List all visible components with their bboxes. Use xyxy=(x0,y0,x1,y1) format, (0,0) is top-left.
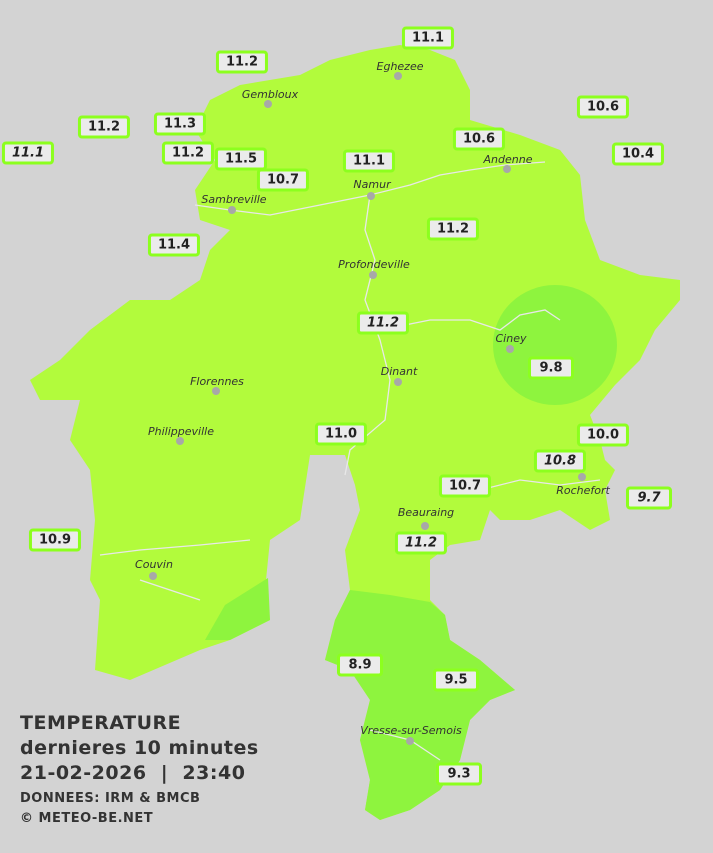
temperature-label: 10.7 xyxy=(438,474,492,498)
temperature-label: 10.7 xyxy=(256,168,310,192)
city-marker xyxy=(394,378,402,386)
city-marker xyxy=(578,473,586,481)
city-label: Namur xyxy=(353,178,391,191)
city-label: Gembloux xyxy=(241,88,299,101)
temperature-label: 11.1 xyxy=(342,149,396,173)
temperature-label: 11.3 xyxy=(153,112,207,136)
city-label: Profondeville xyxy=(338,258,410,271)
city-label: Eghezee xyxy=(376,60,424,73)
temperature-label: 11.1 xyxy=(1,141,55,165)
temperature-label: 11.0 xyxy=(314,422,368,446)
temperature-label: 9.3 xyxy=(436,762,482,786)
city-label: Florennes xyxy=(190,375,244,388)
city-marker xyxy=(506,345,514,353)
temperature-label: 9.8 xyxy=(528,356,574,380)
zone-9-10-south xyxy=(325,590,515,820)
zone-9-10-ciney xyxy=(493,285,617,405)
city-marker xyxy=(367,192,375,200)
temperature-label: 11.4 xyxy=(147,233,201,257)
temperature-label: 10.9 xyxy=(28,528,82,552)
city-marker xyxy=(176,437,184,445)
rivers xyxy=(99,161,601,761)
temperature-label: 10.6 xyxy=(452,127,506,151)
city-marker xyxy=(212,387,220,395)
city-label: Vresse-sur-Semois xyxy=(360,724,462,737)
temperature-label: 11.2 xyxy=(77,115,131,139)
city-label: Rochefort xyxy=(556,484,610,497)
city-label: Couvin xyxy=(135,558,173,571)
temperature-label: 11.1 xyxy=(401,26,455,50)
temperature-label: 11.2 xyxy=(161,141,215,165)
temperature-label: 8.9 xyxy=(337,653,383,677)
city-marker xyxy=(503,165,511,173)
city-marker xyxy=(228,206,236,214)
temperature-label: 10.0 xyxy=(576,423,630,447)
legend-datetime: 21-02-2026 | 23:40 xyxy=(20,762,246,784)
city-marker xyxy=(369,271,377,279)
temperature-label: 9.5 xyxy=(433,668,479,692)
legend-title: TEMPERATURE xyxy=(20,712,182,734)
zone-9-10-couvin xyxy=(205,578,270,640)
city-label: Philippeville xyxy=(148,425,214,438)
city-marker xyxy=(394,72,402,80)
temperature-label: 11.2 xyxy=(356,311,410,335)
temperature-label: 11.2 xyxy=(215,50,269,74)
temperature-label: 11.2 xyxy=(426,217,480,241)
temperature-label: 9.7 xyxy=(626,486,672,510)
city-marker xyxy=(421,522,429,530)
legend-copyright: © METEO-BE.NET xyxy=(20,811,154,826)
city-label: Beauraing xyxy=(397,506,455,519)
city-label: Ciney xyxy=(495,332,527,345)
city-label: Sambreville xyxy=(201,193,267,206)
temperature-label: 10.6 xyxy=(576,95,630,119)
city-label: Andenne xyxy=(483,153,533,166)
city-marker xyxy=(406,737,414,745)
city-marker xyxy=(149,572,157,580)
legend-source: DONNEES: IRM & BMCB xyxy=(20,791,201,806)
temperature-label: 11.2 xyxy=(394,531,448,555)
city-marker xyxy=(264,100,272,108)
legend-subtitle: dernieres 10 minutes xyxy=(20,737,259,759)
city-label: Dinant xyxy=(380,365,418,378)
temperature-label: 10.8 xyxy=(533,449,587,473)
temperature-label: 10.4 xyxy=(611,142,665,166)
temperature-label: 11.5 xyxy=(214,147,268,171)
